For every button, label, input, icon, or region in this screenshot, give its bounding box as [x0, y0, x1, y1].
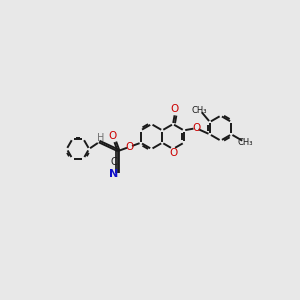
- Text: CH₃: CH₃: [192, 106, 208, 115]
- Text: O: O: [171, 104, 179, 114]
- Text: H: H: [97, 133, 104, 142]
- Text: N: N: [109, 169, 118, 179]
- Text: O: O: [108, 131, 116, 141]
- Text: O: O: [169, 148, 177, 158]
- Text: O: O: [125, 142, 133, 152]
- Text: CH₃: CH₃: [238, 138, 253, 147]
- Text: O: O: [192, 123, 201, 133]
- Text: C: C: [110, 158, 117, 167]
